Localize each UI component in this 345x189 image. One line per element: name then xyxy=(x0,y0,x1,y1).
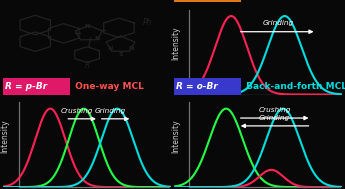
Text: N: N xyxy=(85,24,90,29)
Text: Ph: Ph xyxy=(142,18,152,27)
Text: Intensity: Intensity xyxy=(171,27,180,60)
Text: S: S xyxy=(118,52,123,57)
Bar xyxy=(174,0,241,2)
Text: R = p-Br: R = p-Br xyxy=(5,82,47,91)
Bar xyxy=(3,78,70,94)
Text: Grinding: Grinding xyxy=(263,20,294,26)
Text: Grinding: Grinding xyxy=(95,108,126,114)
Text: R: R xyxy=(85,61,90,70)
Text: N: N xyxy=(108,46,113,51)
Text: N: N xyxy=(128,46,133,51)
Text: N: N xyxy=(95,36,100,40)
Text: Wavelength: Wavelength xyxy=(242,98,287,107)
Text: Crushing: Crushing xyxy=(258,107,291,113)
Bar xyxy=(174,78,241,94)
Text: Intensity: Intensity xyxy=(171,119,180,153)
Text: One-way MCL: One-way MCL xyxy=(72,82,144,91)
Text: Grinding: Grinding xyxy=(259,115,290,121)
Text: Back-and-forth MCL: Back-and-forth MCL xyxy=(243,82,345,91)
Text: Intensity: Intensity xyxy=(1,119,10,153)
Text: Crushing: Crushing xyxy=(61,108,93,114)
Text: R = o-Br: R = o-Br xyxy=(176,82,218,91)
